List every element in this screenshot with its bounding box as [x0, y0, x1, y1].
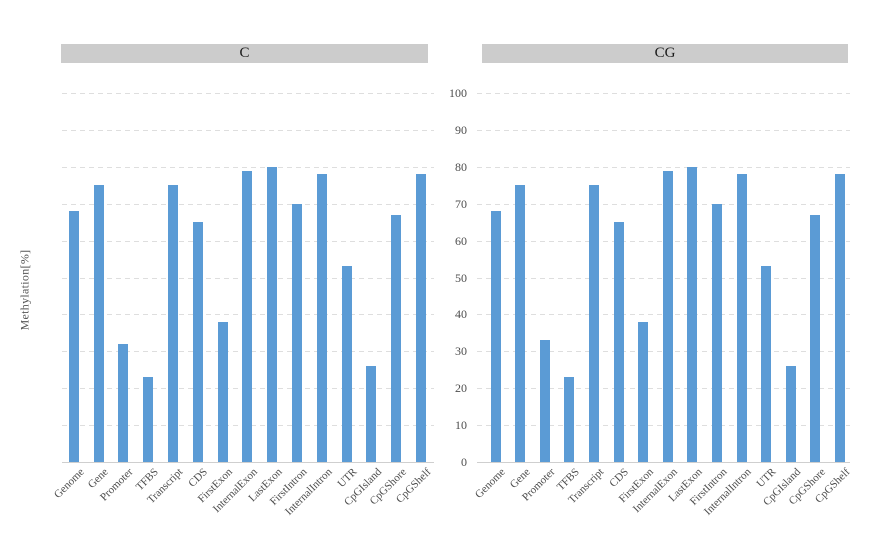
bar-firstexon: [638, 321, 649, 462]
bar-cpgshelf: [834, 174, 845, 462]
y-tick-label: 50: [455, 270, 467, 285]
bar-gene: [515, 185, 526, 463]
panel-header-cg: CG: [482, 44, 848, 63]
bar-lastexon: [267, 166, 278, 462]
bar-cpgshelf: [416, 174, 426, 462]
bar-cds: [613, 222, 624, 462]
bar-internalexon: [662, 170, 673, 462]
x-axis-line: [477, 462, 850, 463]
y-tick-label: 30: [455, 344, 467, 359]
bar-utr: [761, 266, 772, 462]
gridline: [62, 129, 434, 131]
panel-title-cg: CG: [654, 45, 676, 61]
bar-genome: [68, 211, 79, 462]
gridline: [477, 93, 850, 94]
bar-tfbs: [564, 377, 575, 462]
y-tick-label: 0: [461, 455, 467, 469]
bar-cds: [192, 222, 203, 462]
y-tick-label: 90: [455, 122, 467, 137]
x-axis-line: [62, 462, 434, 463]
y-tick-label: 100: [449, 86, 467, 100]
y-tick-label: 40: [455, 307, 467, 322]
bar-internalexon: [242, 170, 253, 462]
y-tick-label: 70: [455, 196, 467, 211]
bar-promoter: [539, 340, 550, 462]
bar-cpgshore: [391, 214, 402, 462]
bar-lastexon: [687, 166, 698, 462]
bar-firstintron: [292, 203, 302, 462]
bar-transcript: [588, 185, 599, 463]
bar-firstexon: [217, 321, 228, 462]
y-tick-label: 60: [455, 233, 467, 248]
bar-internalintron: [316, 174, 327, 462]
category-label: Genome: [473, 466, 508, 501]
bar-internalintron: [736, 174, 747, 462]
bar-utr: [341, 266, 352, 462]
bar-transcript: [168, 185, 178, 463]
gridline: [62, 166, 434, 168]
bar-cpgisland: [366, 366, 377, 462]
bar-promoter: [118, 343, 129, 462]
bar-cpgisland: [785, 366, 796, 462]
y-tick-label: 10: [455, 418, 467, 433]
bar-firstintron: [711, 203, 722, 462]
bar-cpgshore: [810, 214, 821, 462]
panel-header-c: C: [61, 44, 428, 63]
bar-tfbs: [143, 377, 154, 462]
gridline: [477, 166, 850, 168]
bar-genome: [490, 211, 501, 462]
gridline: [62, 93, 434, 94]
gridline: [477, 129, 850, 131]
y-tick-label: 20: [455, 381, 467, 396]
y-tick-label: 80: [455, 159, 467, 174]
panel-title-c: C: [239, 45, 250, 61]
bar-gene: [93, 185, 104, 463]
